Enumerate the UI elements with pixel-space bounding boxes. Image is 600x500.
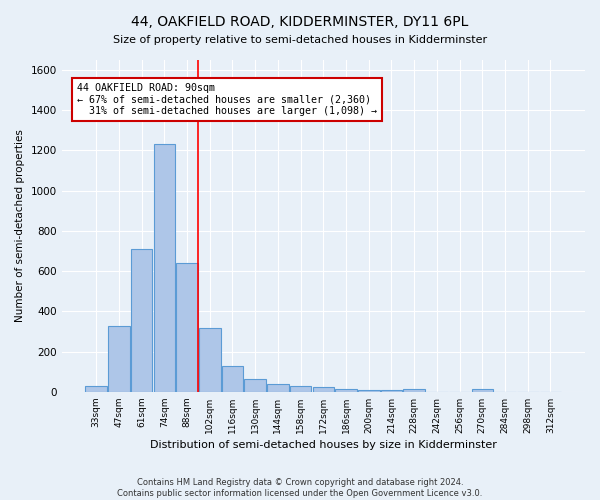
Bar	[403, 389, 425, 392]
Bar	[244, 378, 266, 392]
Bar	[108, 326, 130, 392]
Bar	[154, 144, 175, 392]
X-axis label: Distribution of semi-detached houses by size in Kidderminster: Distribution of semi-detached houses by …	[150, 440, 497, 450]
Bar	[85, 386, 107, 392]
Bar	[472, 390, 493, 392]
Bar	[222, 366, 243, 392]
Bar	[335, 389, 357, 392]
Bar	[199, 328, 221, 392]
Text: 44, OAKFIELD ROAD, KIDDERMINSTER, DY11 6PL: 44, OAKFIELD ROAD, KIDDERMINSTER, DY11 6…	[131, 15, 469, 29]
Bar	[131, 249, 152, 392]
Bar	[313, 388, 334, 392]
Text: Size of property relative to semi-detached houses in Kidderminster: Size of property relative to semi-detach…	[113, 35, 487, 45]
Bar	[290, 386, 311, 392]
Bar	[176, 263, 198, 392]
Text: 44 OAKFIELD ROAD: 90sqm
← 67% of semi-detached houses are smaller (2,360)
  31% : 44 OAKFIELD ROAD: 90sqm ← 67% of semi-de…	[77, 83, 377, 116]
Bar	[358, 390, 380, 392]
Bar	[267, 384, 289, 392]
Text: Contains HM Land Registry data © Crown copyright and database right 2024.
Contai: Contains HM Land Registry data © Crown c…	[118, 478, 482, 498]
Y-axis label: Number of semi-detached properties: Number of semi-detached properties	[15, 130, 25, 322]
Bar	[380, 390, 402, 392]
